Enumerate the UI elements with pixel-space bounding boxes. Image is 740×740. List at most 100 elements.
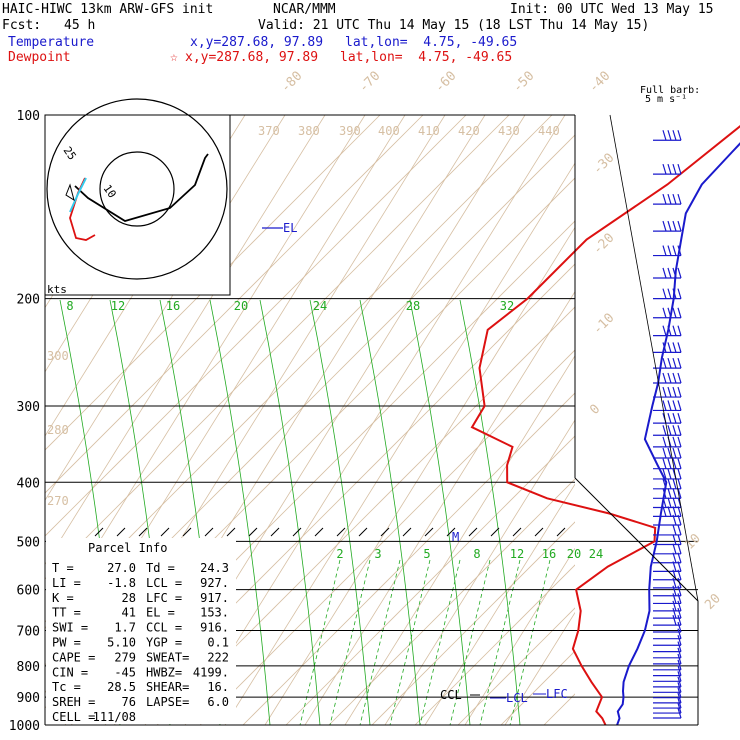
theta-label: 410: [418, 124, 440, 138]
freezing-hatch: [226, 527, 236, 537]
wind-barb-flag: [672, 497, 677, 508]
freezing-hatch: [292, 527, 302, 537]
parcel-row-value: 27.0: [107, 561, 136, 575]
wind-barb: [653, 641, 682, 653]
parcel-row-label: LAPSE=: [146, 695, 189, 709]
parcel-row-value: 16.: [207, 680, 229, 694]
isotherm-line: [543, 693, 575, 725]
forecast-label: Fcst:: [2, 18, 42, 33]
wind-barb-flag: [667, 288, 672, 299]
wind-barb: [653, 412, 682, 424]
wind-barb-flag: [672, 245, 677, 256]
wind-barb-flag: [672, 163, 677, 175]
wind-barb-flag: [667, 325, 672, 336]
moist-adiabat-line: [309, 299, 371, 725]
freezing-hatch: [402, 527, 412, 537]
wind-barb-flag: [672, 543, 677, 554]
wind-key-line2: 5 m s⁻¹: [645, 94, 688, 105]
freezing-hatch: [446, 527, 456, 537]
parcel-row-value: 153.: [200, 606, 229, 620]
parcel-row-label: CAPE =: [52, 650, 95, 664]
wind-barb-flag: [677, 193, 682, 205]
legend-temperature-latlon: lat,lon= 4.75, -49.65: [345, 35, 518, 50]
wind-barb-flag: [672, 193, 677, 205]
parcel-row-label: SREH =: [52, 695, 95, 709]
theta-e-label: 8: [66, 299, 73, 313]
freezing-hatch: [512, 527, 522, 537]
parcel-row-label: TT =: [52, 606, 81, 620]
freezing-hatch: [336, 527, 346, 537]
wind-barb: [653, 193, 682, 205]
isotherm-line: [500, 650, 575, 725]
parcel-row-label: LI =: [52, 576, 81, 590]
parcel-row-value: 0.1: [207, 636, 229, 650]
parcel-row-value: 279: [114, 650, 136, 664]
freezing-hatch: [182, 527, 192, 537]
parcel-row-label: PW =: [52, 636, 81, 650]
theta-label: 440: [538, 124, 560, 138]
wind-barb-flag: [677, 288, 682, 299]
isotherm-line: [199, 349, 575, 725]
theta-e-label: 20: [234, 299, 248, 313]
isotherm-label: -40: [586, 69, 613, 96]
wind-barb-flag: [672, 220, 677, 232]
wind-barb-flag: [667, 267, 672, 279]
wind-barb-flag: [662, 325, 667, 336]
wind-barb-flag: [662, 288, 667, 299]
wind-barb-flag: [677, 585, 682, 596]
parcel-row-label: LCL =: [146, 576, 182, 590]
isotherm-line: [328, 478, 575, 725]
hodograph-ring-inner: [99, 151, 175, 227]
freezing-hatch: [94, 527, 104, 537]
hodograph-trace: [74, 153, 209, 222]
wind-barb-flag: [672, 325, 677, 336]
isotherm-line: [45, 115, 467, 537]
wind-barb-flag: [672, 593, 677, 604]
theta-label: 420: [458, 124, 480, 138]
wind-barb-flag: [662, 163, 667, 175]
parcel-row-value: -45: [114, 665, 136, 679]
wind-barb: [653, 514, 682, 526]
freezing-hatch: [534, 527, 544, 537]
wind-barb-flag: [667, 425, 672, 436]
wind-barb-flag: [667, 400, 672, 411]
wind-barb-flag: [662, 447, 667, 459]
wind-barb-flag: [672, 478, 677, 489]
wind-barb-flag: [672, 458, 677, 469]
dry-adiabat-line: [224, 162, 575, 725]
pressure-label: 1000: [9, 719, 40, 734]
wind-barb: [653, 707, 682, 719]
wind-barb-flag: [667, 488, 672, 499]
isotherm-line: [285, 435, 575, 725]
wind-barb-flag: [662, 220, 667, 232]
dewpoint-trace: [470, 125, 740, 726]
parcel-row-label: Td =: [146, 561, 175, 575]
wind-barb-flag: [677, 628, 682, 639]
parcel-row-label: CCL =: [146, 621, 182, 635]
hodograph-ring-label-25: 25: [61, 144, 79, 162]
freezing-hatch: [468, 527, 478, 537]
isotherm-line: [45, 115, 510, 580]
isotherm-label: -60: [432, 69, 459, 96]
wind-barb-flag: [667, 447, 672, 459]
wind-barb-flag: [662, 425, 667, 436]
parcel-row-value: 6.0: [207, 695, 229, 709]
wind-barb-flag: [672, 357, 677, 369]
wind-barb-flag: [677, 400, 682, 411]
parcel-row-value: 28: [122, 591, 136, 605]
isotherm-label: -80: [278, 69, 305, 96]
parcel-info-title: Parcel Info: [88, 541, 167, 555]
freezing-hatch: [490, 527, 500, 537]
freezing-hatch: [380, 527, 390, 537]
wind-barb-flag: [662, 130, 667, 141]
wind-barb-flag: [672, 614, 677, 626]
wind-barb-flag: [672, 607, 677, 619]
legend-dewpoint-star-icon: ☆: [170, 50, 178, 65]
el-label: EL: [283, 221, 297, 235]
wind-barb-flag: [677, 641, 682, 652]
wind-barb: [653, 436, 682, 448]
dry-adiabat-line: [184, 115, 566, 725]
freezing-hatch: [556, 527, 566, 537]
wind-barb: [653, 288, 682, 300]
hodograph-ring-label-10: 10: [101, 182, 119, 200]
